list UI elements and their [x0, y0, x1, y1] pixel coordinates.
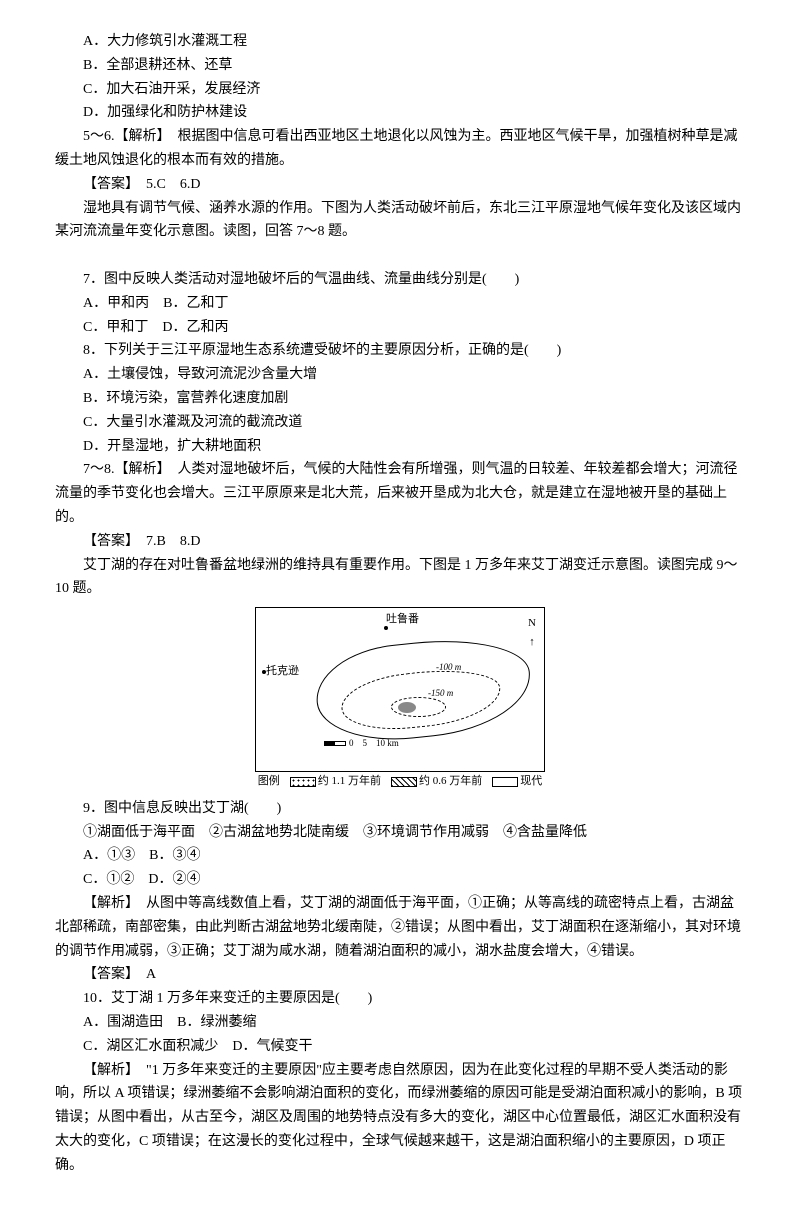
- scale-text: 0 5 10 km: [349, 736, 399, 751]
- scale-boxes: [324, 741, 346, 746]
- legend-2: 约 0.6 万年前: [419, 775, 482, 787]
- depth-150: -150 m: [428, 686, 453, 701]
- swatch-1: [290, 777, 316, 787]
- compass-n: N: [528, 617, 536, 629]
- q8-a: A．土壤侵蚀，导致河流泥沙含量大增: [55, 363, 745, 387]
- a78-answer: 【答案】 7.B 8.D: [55, 530, 745, 554]
- q10-row1: A．围湖造田 B．绿洲萎缩: [55, 1011, 745, 1035]
- legend-1: 约 1.1 万年前: [318, 775, 381, 787]
- a78-analysis: 7～8.【解析】 人类对湿地破坏后，气候的大陆性会有所增强，则气温的日较差、年较…: [55, 458, 745, 529]
- scale-bar: 0 5 10 km: [324, 736, 399, 751]
- q56-d: D．加强绿化和防护林建设: [55, 101, 745, 125]
- q7-ab: A．甲和丙 B．乙和丁: [55, 292, 745, 316]
- q9-answer: 【答案】 A: [55, 963, 745, 987]
- intro-910: 艾丁湖的存在对吐鲁番盆地绿洲的维持具有重要作用。下图是 1 万多年来艾丁湖变迁示…: [55, 554, 745, 602]
- q8-c: C．大量引水灌溉及河流的截流改道: [55, 411, 745, 435]
- q10-row2: C．湖区汇水面积减少 D．气候变干: [55, 1035, 745, 1059]
- q56-a: A．大力修筑引水灌溉工程: [55, 30, 745, 54]
- lake-outlines: -100 m -150 m: [316, 642, 531, 737]
- swatch-3: [492, 777, 518, 787]
- q7-cd: C．甲和丁 D．乙和丙: [55, 316, 745, 340]
- q9-row2: C．①② D．②④: [55, 868, 745, 892]
- q9-opts: ①湖面低于海平面 ②古湖盆地势北陡南缓 ③环境调节作用减弱 ④含盐量降低: [55, 821, 745, 845]
- q8-d: D．开垦湿地，扩大耕地面积: [55, 435, 745, 459]
- q9-stem: 9．图中信息反映出艾丁湖( ): [55, 797, 745, 821]
- diagram-legend: 图例 约 1.1 万年前 约 0.6 万年前 现代: [255, 772, 545, 791]
- diagram-container: 吐鲁番 托克逊 N ↑ -100 m -150 m: [55, 607, 745, 791]
- q7-stem: 7．图中反映人类活动对湿地破坏后的气温曲线、流量曲线分别是( ): [55, 268, 745, 292]
- legend-3: 现代: [520, 775, 542, 787]
- q9-analysis: 【解析】 从图中等高线数值上看，艾丁湖的湖面低于海平面，①正确；从等高线的疏密特…: [55, 892, 745, 963]
- doc: A．大力修筑引水灌溉工程 B．全部退耕还林、还草 C．加大石油开采，发展经济 D…: [55, 30, 745, 1178]
- q56-c: C．加大石油开采，发展经济: [55, 78, 745, 102]
- q9-row1: A．①③ B．③④: [55, 844, 745, 868]
- aiding-lake-diagram: 吐鲁番 托克逊 N ↑ -100 m -150 m: [255, 607, 545, 772]
- q56-analysis: 5～6.【解析】 根据图中信息可看出西亚地区土地退化以风蚀为主。西亚地区气候干旱…: [55, 125, 745, 173]
- swatch-2: [391, 777, 417, 787]
- q8-b: B．环境污染，富营养化速度加剧: [55, 387, 745, 411]
- depth-100: -100 m: [436, 660, 461, 675]
- legend-title: 图例: [258, 772, 280, 791]
- label-tulufan: 吐鲁番: [386, 614, 419, 625]
- q56-b: B．全部退耕还林、还草: [55, 54, 745, 78]
- q10-stem: 10．艾丁湖 1 万多年来变迁的主要原因是( ): [55, 987, 745, 1011]
- dot-tulufan: [384, 626, 388, 630]
- q56-answer: 【答案】 5.C 6.D: [55, 173, 745, 197]
- spacer: [55, 244, 745, 268]
- label-tuokexun: 托克逊: [266, 666, 299, 677]
- intro-78: 湿地具有调节气候、涵养水源的作用。下图为人类活动破坏前后，东北三江平原湿地气候年…: [55, 197, 745, 245]
- q10-analysis: 【解析】 "1 万多年来变迁的主要原因"应主要考虑自然原因，因为在此变化过程的早…: [55, 1059, 745, 1178]
- q8-stem: 8．下列关于三江平原湿地生态系统遭受破坏的主要原因分析，正确的是( ): [55, 339, 745, 363]
